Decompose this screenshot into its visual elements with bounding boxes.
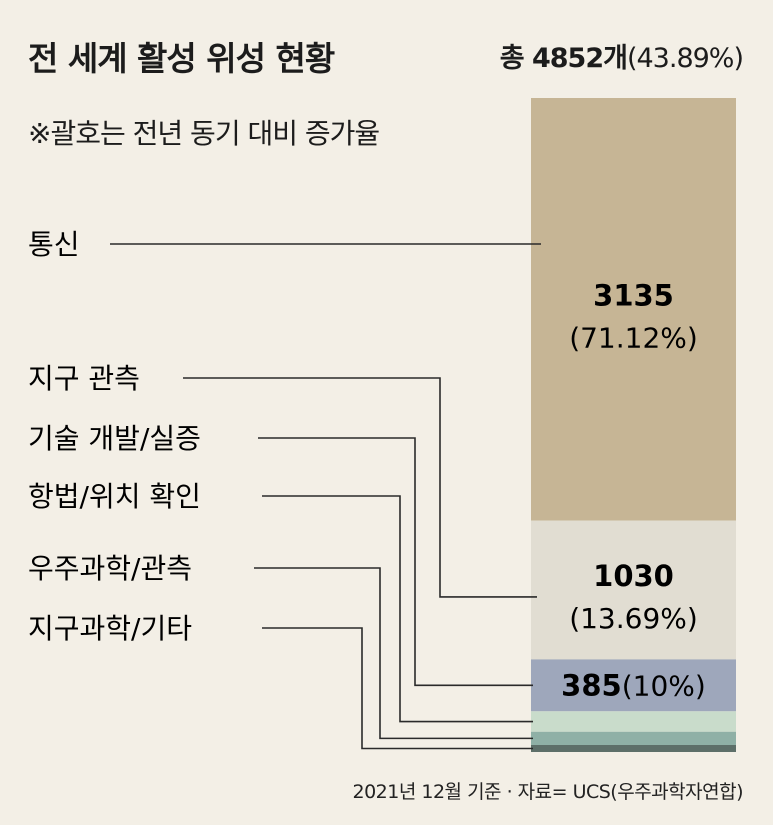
bar-segment-1 bbox=[531, 98, 736, 521]
total-growth: (43.89%) bbox=[626, 43, 744, 74]
category-label-5: 우주과학/관측 bbox=[28, 552, 192, 585]
bar-segment-4 bbox=[531, 711, 736, 732]
value-label-2: 1030 bbox=[593, 559, 674, 593]
growth-label-2: (13.69%) bbox=[569, 602, 698, 635]
growth-label-1: (71.12%) bbox=[569, 321, 698, 354]
bar-segment-2 bbox=[531, 520, 736, 660]
value-labels: 3135 (71.12%) 1030 (13.69%) 385(10%) bbox=[561, 278, 706, 702]
source-note: 2021년 12월 기준 · 자료= UCS(우주과학자연합) bbox=[352, 781, 744, 803]
category-label-1: 통신 bbox=[28, 228, 80, 261]
bar-segment-6 bbox=[531, 744, 736, 752]
leader-line-3 bbox=[258, 437, 533, 687]
total-count: 총 4852개(43.89%) bbox=[499, 36, 744, 75]
category-label-6: 지구과학/기타 bbox=[28, 612, 192, 645]
chart-title: 전 세계 활성 위성 현황 bbox=[28, 39, 335, 78]
bar-segment-3 bbox=[531, 659, 736, 712]
bar-segments bbox=[531, 98, 736, 752]
value-label-3-number: 385 bbox=[561, 668, 622, 702]
bar-segment-5 bbox=[531, 731, 736, 745]
total-count-value: 총 4852개 bbox=[499, 43, 628, 74]
growth-note: ※괄호는 전년 동기 대비 증가율 bbox=[28, 117, 380, 150]
leader-line-5 bbox=[254, 567, 533, 740]
leader-lines bbox=[110, 243, 541, 750]
value-label-3: 385(10%) bbox=[561, 668, 706, 702]
category-label-4: 항법/위치 확인 bbox=[28, 480, 201, 513]
growth-label-3: (10%) bbox=[622, 669, 706, 702]
value-label-1: 3135 bbox=[593, 278, 674, 312]
category-label-3: 기술 개발/실증 bbox=[28, 422, 201, 455]
leader-line-2 bbox=[183, 377, 537, 598]
leader-line-6 bbox=[262, 627, 533, 750]
category-label-2: 지구 관측 bbox=[28, 362, 140, 395]
leader-line-4 bbox=[262, 495, 533, 723]
